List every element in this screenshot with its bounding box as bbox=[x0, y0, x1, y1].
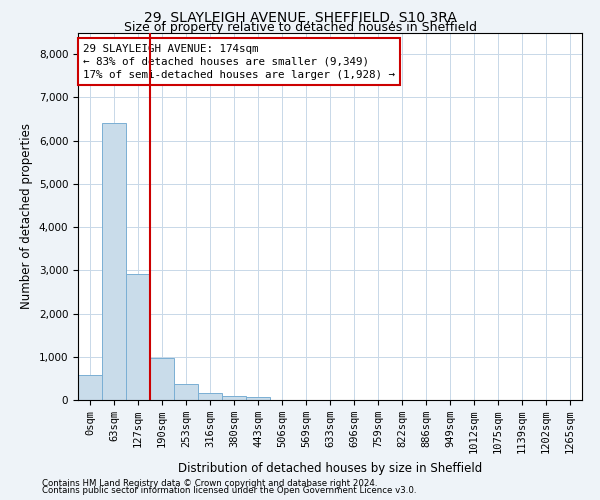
Bar bbox=[175, 384, 197, 400]
Bar bbox=[103, 124, 125, 400]
Text: 29, SLAYLEIGH AVENUE, SHEFFIELD, S10 3RA: 29, SLAYLEIGH AVENUE, SHEFFIELD, S10 3RA bbox=[143, 11, 457, 25]
Bar bbox=[223, 396, 245, 400]
Text: Contains HM Land Registry data © Crown copyright and database right 2024.: Contains HM Land Registry data © Crown c… bbox=[42, 478, 377, 488]
Bar bbox=[247, 398, 269, 400]
Y-axis label: Number of detached properties: Number of detached properties bbox=[20, 123, 33, 309]
Bar bbox=[151, 358, 173, 400]
Bar bbox=[199, 393, 221, 400]
Bar bbox=[127, 274, 149, 400]
Text: Contains public sector information licensed under the Open Government Licence v3: Contains public sector information licen… bbox=[42, 486, 416, 495]
X-axis label: Distribution of detached houses by size in Sheffield: Distribution of detached houses by size … bbox=[178, 462, 482, 475]
Text: 29 SLAYLEIGH AVENUE: 174sqm
← 83% of detached houses are smaller (9,349)
17% of : 29 SLAYLEIGH AVENUE: 174sqm ← 83% of det… bbox=[83, 44, 395, 80]
Bar bbox=[79, 375, 101, 400]
Text: Size of property relative to detached houses in Sheffield: Size of property relative to detached ho… bbox=[124, 21, 476, 34]
